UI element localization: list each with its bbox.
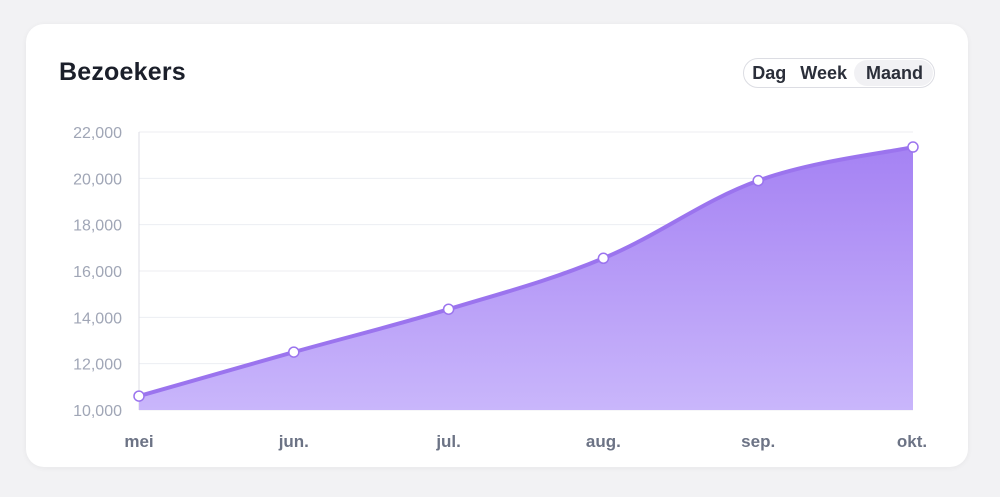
data-point[interactable] [442,303,455,315]
y-tick-label: 20,000 [73,171,122,188]
area-fill [139,147,913,410]
x-tick-label: mei [124,432,153,451]
y-tick-label: 18,000 [73,218,122,235]
card-title: Bezoekers [59,58,186,86]
x-axis-ticks: mei jun. jul. aug. sep. okt. [124,432,927,451]
data-point[interactable] [597,252,610,265]
y-tick-label: 22,000 [73,125,122,142]
range-week-button[interactable]: Week [800,62,847,83]
range-toggle: Dag Week Maand [743,58,935,88]
range-month-button[interactable]: Maand [853,60,933,86]
data-point[interactable] [133,390,145,402]
y-tick-label: 14,000 [73,310,122,327]
x-tick-label: sep. [741,432,775,451]
y-tick-label: 10,000 [73,403,122,420]
visitors-area-chart: 10,000 12,000 14,000 16,000 18,000 20,000 22,0… [73,125,927,451]
x-tick-label: aug. [586,432,621,451]
y-tick-label: 16,000 [73,264,122,281]
data-point[interactable] [288,346,300,358]
y-tick-label: 12,000 [73,357,122,374]
x-tick-label: jul. [435,432,461,451]
range-day-button[interactable]: Dag [752,62,787,83]
visitors-card: Bezoekers Dag Week Maand 10,000 12,000 14,… [26,24,968,467]
data-points [133,141,919,402]
y-axis-ticks: 10,000 12,000 14,000 16,000 18,000 20,000 22,0… [73,125,122,420]
x-tick-label: okt. [897,432,927,451]
series-line [137,145,915,399]
data-point[interactable] [907,141,919,153]
x-tick-label: jun. [278,432,309,451]
data-point[interactable] [752,174,764,187]
